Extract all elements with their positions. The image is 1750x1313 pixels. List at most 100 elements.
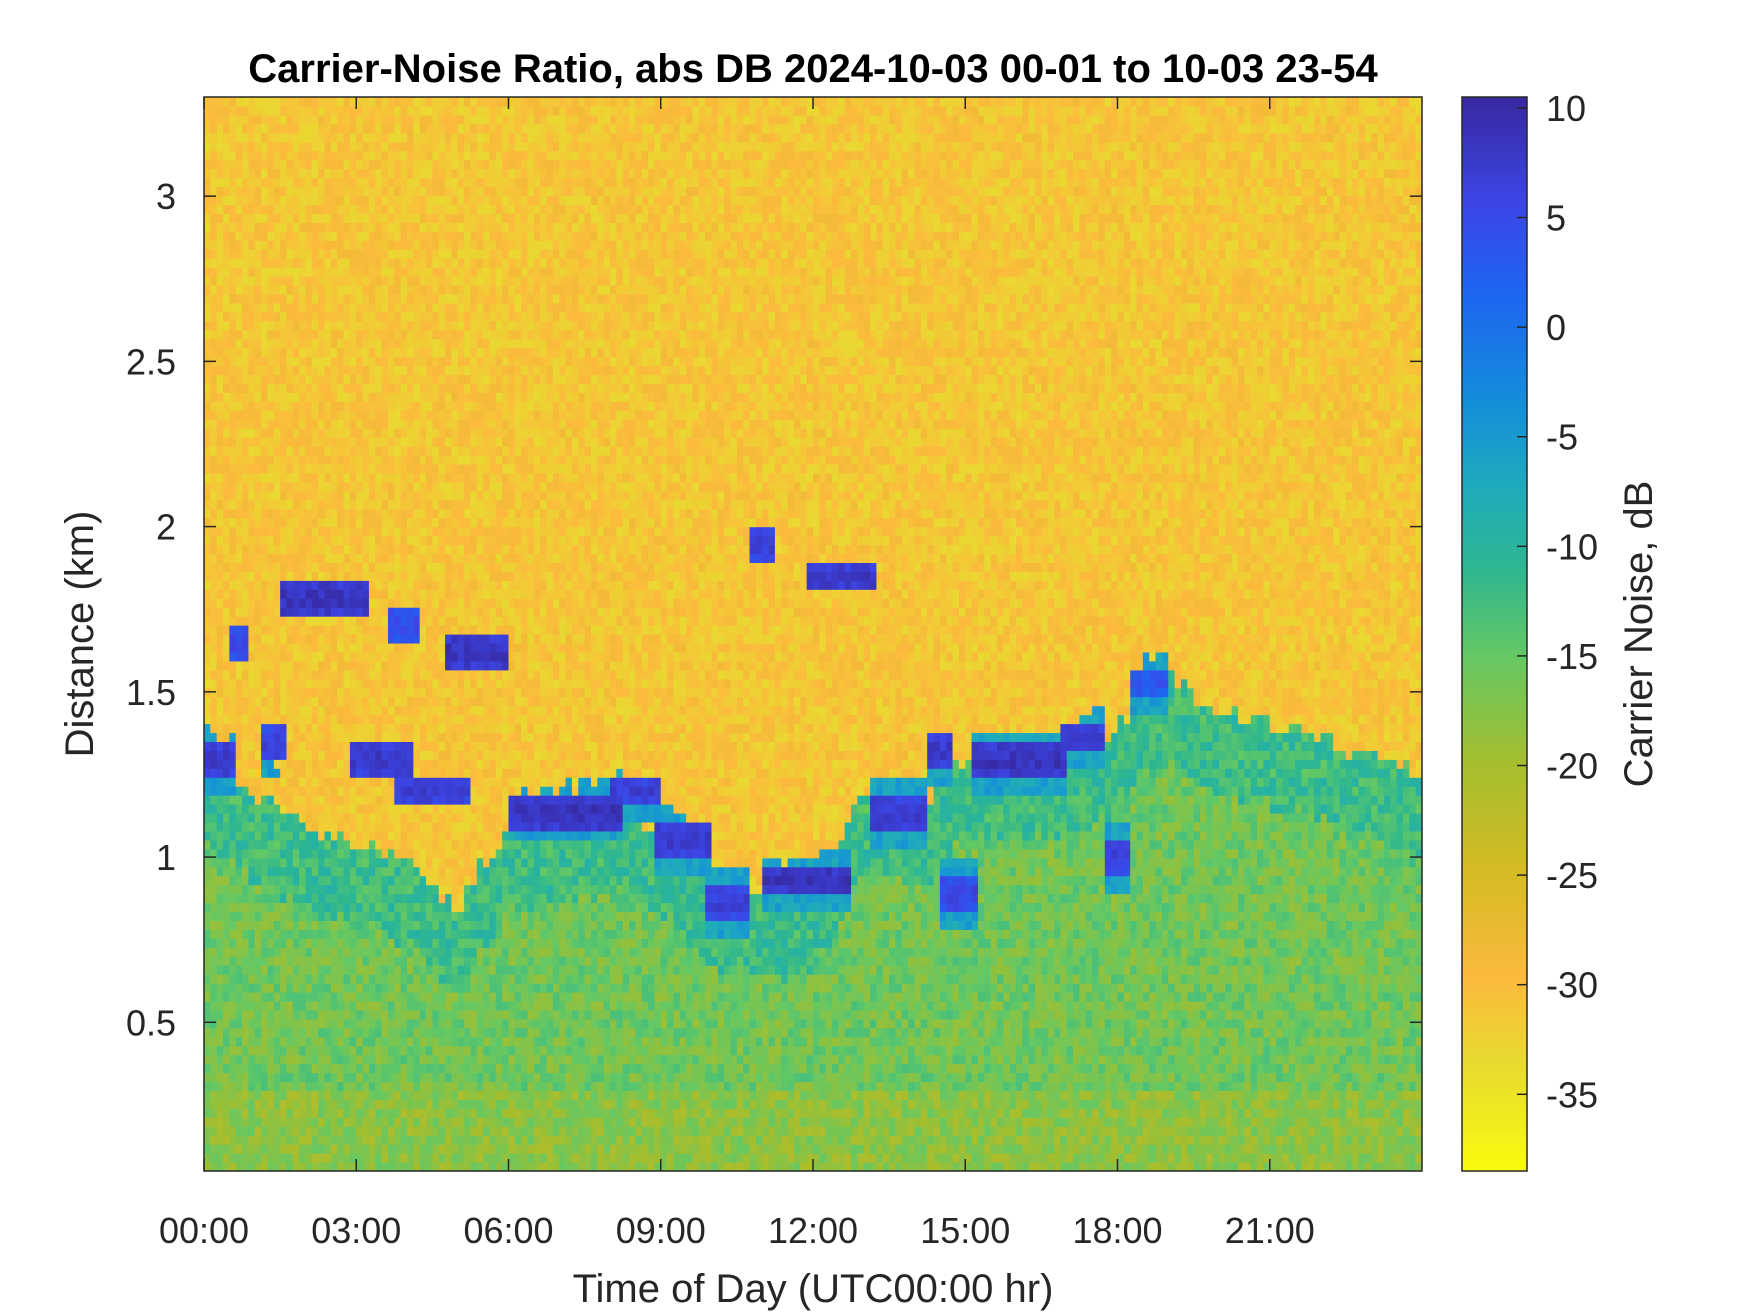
heatmap-cell xyxy=(293,938,300,948)
heatmap-cell xyxy=(394,768,401,778)
heatmap-cell xyxy=(293,464,300,474)
heatmap-cell xyxy=(394,938,401,948)
heatmap-cell xyxy=(217,911,224,921)
heatmap-cell xyxy=(350,240,357,250)
heatmap-cell xyxy=(382,1046,389,1056)
heatmap-cell xyxy=(375,1010,382,1020)
heatmap-cell xyxy=(261,1001,268,1011)
heatmap-cell xyxy=(312,348,319,358)
heatmap-cell xyxy=(325,1064,332,1074)
heatmap-cell xyxy=(375,213,382,223)
heatmap-cell xyxy=(369,607,376,617)
heatmap-cell xyxy=(248,204,255,214)
heatmap-cell xyxy=(375,383,382,393)
heatmap-cell xyxy=(306,321,313,331)
heatmap-cell xyxy=(204,410,211,420)
heatmap-cell xyxy=(325,187,332,197)
heatmap-cell xyxy=(344,1037,351,1047)
heatmap-cell xyxy=(312,1162,319,1172)
heatmap-cell xyxy=(286,1090,293,1100)
heatmap-cell xyxy=(337,330,344,340)
heatmap-cell xyxy=(242,732,249,742)
heatmap-cell xyxy=(261,527,268,537)
heatmap-cell xyxy=(356,321,363,331)
heatmap-cell xyxy=(293,160,300,170)
heatmap-cell xyxy=(439,634,446,644)
heatmap-cell xyxy=(325,330,332,340)
heatmap-cell xyxy=(236,965,243,975)
heatmap-cell xyxy=(401,652,408,662)
heatmap-cell xyxy=(331,965,338,975)
heatmap-cell xyxy=(401,724,408,734)
heatmap-cell xyxy=(331,795,338,805)
heatmap-cell xyxy=(229,1144,236,1154)
heatmap-cell xyxy=(337,312,344,322)
heatmap-cell xyxy=(280,768,287,778)
heatmap-cell xyxy=(318,169,325,179)
heatmap-cell xyxy=(344,929,351,939)
heatmap-cell xyxy=(229,849,236,859)
heatmap-cell xyxy=(356,240,363,250)
heatmap-cell xyxy=(274,840,281,850)
heatmap-cell xyxy=(388,374,395,384)
heatmap-cell xyxy=(439,303,446,313)
heatmap-cell xyxy=(280,151,287,161)
heatmap-cell xyxy=(229,392,236,402)
heatmap-cell xyxy=(255,500,262,510)
heatmap-cell xyxy=(293,142,300,152)
heatmap-cell xyxy=(413,276,420,286)
heatmap-cell xyxy=(280,1064,287,1074)
heatmap-cell xyxy=(337,410,344,420)
heatmap-cell xyxy=(375,455,382,465)
heatmap-cell xyxy=(236,339,243,349)
heatmap-cell xyxy=(325,536,332,546)
heatmap-cell xyxy=(356,885,363,895)
heatmap-cell xyxy=(401,482,408,492)
heatmap-cell xyxy=(267,527,274,537)
heatmap-cell xyxy=(363,938,370,948)
heatmap-cell xyxy=(369,1073,376,1083)
heatmap-cell xyxy=(413,858,420,868)
heatmap-cell xyxy=(325,401,332,411)
heatmap-cell xyxy=(394,473,401,483)
heatmap-cell xyxy=(312,715,319,725)
heatmap-cell xyxy=(382,625,389,635)
heatmap-cell xyxy=(426,732,433,742)
heatmap-cell xyxy=(331,1144,338,1154)
heatmap-cell xyxy=(464,562,471,572)
heatmap-cell xyxy=(255,571,262,581)
heatmap-cell xyxy=(318,1046,325,1056)
heatmap-cell xyxy=(255,1064,262,1074)
heatmap-cell xyxy=(331,1046,338,1056)
heatmap-cell xyxy=(267,607,274,617)
heatmap-cell xyxy=(350,795,357,805)
heatmap-cell xyxy=(236,625,243,635)
heatmap-cell xyxy=(280,509,287,519)
heatmap-cell xyxy=(318,911,325,921)
heatmap-cell xyxy=(306,1019,313,1029)
heatmap-cell xyxy=(286,115,293,125)
heatmap-cell xyxy=(306,160,313,170)
heatmap-cell xyxy=(458,124,465,134)
heatmap-cell xyxy=(375,276,382,286)
heatmap-cell xyxy=(375,849,382,859)
heatmap-cell xyxy=(236,929,243,939)
heatmap-cell xyxy=(286,231,293,241)
heatmap-cell xyxy=(350,1090,357,1100)
heatmap-cell xyxy=(325,894,332,904)
heatmap-cell xyxy=(420,562,427,572)
heatmap-cell xyxy=(407,1037,414,1047)
heatmap-cell xyxy=(344,348,351,358)
heatmap-cell xyxy=(439,1001,446,1011)
heatmap-cell xyxy=(223,625,230,635)
heatmap-cell xyxy=(299,294,306,304)
heatmap-cell xyxy=(223,661,230,671)
heatmap-cell xyxy=(210,956,217,966)
heatmap-cell xyxy=(261,759,268,769)
heatmap-cell xyxy=(306,204,313,214)
heatmap-cell xyxy=(299,1082,306,1092)
heatmap-cell xyxy=(255,741,262,751)
heatmap-cell xyxy=(229,759,236,769)
heatmap-cell xyxy=(274,956,281,966)
heatmap-cell xyxy=(439,804,446,814)
